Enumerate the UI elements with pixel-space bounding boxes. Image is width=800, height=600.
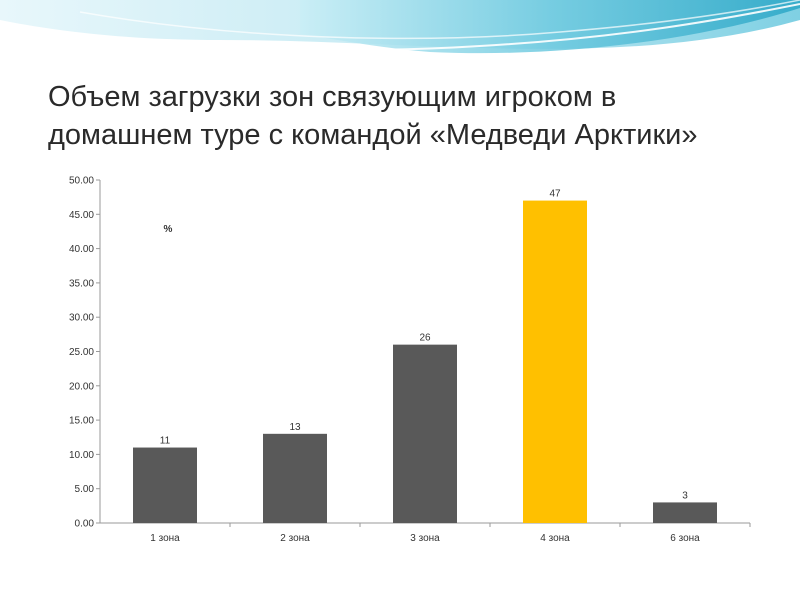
data-label: 11 <box>160 436 171 447</box>
category-label: 2 зона <box>280 533 310 544</box>
y-tick-label: 50.00 <box>69 176 94 187</box>
y-tick-label: 20.00 <box>69 381 94 392</box>
bar-5 <box>653 502 717 523</box>
bar-1 <box>133 447 197 523</box>
category-label: 6 зона <box>670 533 700 544</box>
y-tick-label: 0.00 <box>75 519 95 530</box>
chart-bars <box>133 200 717 523</box>
y-tick-label: 25.00 <box>69 347 94 358</box>
data-label: 13 <box>289 422 301 433</box>
chart-labels: % 11 1 зона 13 2 зона 26 3 зона 47 4 зона 3 6 зона <box>150 189 700 544</box>
data-label: 3 <box>682 490 688 501</box>
y-tick-label: 35.00 <box>69 278 94 289</box>
y-axis-unit-label: % <box>164 224 173 235</box>
wave-line-white-2 <box>79 0 800 40</box>
slide-title: Объем загрузки зон связующим игроком в д… <box>48 81 698 151</box>
category-label: 1 зона <box>150 533 180 544</box>
bar-4 <box>523 200 587 523</box>
y-tick-label: 30.00 <box>69 313 94 324</box>
y-tick-label: 40.00 <box>69 244 94 255</box>
y-tick-label: 10.00 <box>69 450 94 461</box>
y-tick-label: 15.00 <box>69 416 94 427</box>
category-label: 3 зона <box>410 533 440 544</box>
category-label: 4 зона <box>540 533 570 544</box>
data-label: 47 <box>549 189 561 200</box>
y-tick-label: 45.00 <box>69 210 94 221</box>
data-label: 26 <box>419 333 431 344</box>
bar-2 <box>263 433 327 523</box>
wave-line-white <box>0 3 800 51</box>
wave-band-dark <box>300 0 800 54</box>
bar-3 <box>393 344 457 523</box>
y-tick-label: 5.00 <box>75 484 95 495</box>
